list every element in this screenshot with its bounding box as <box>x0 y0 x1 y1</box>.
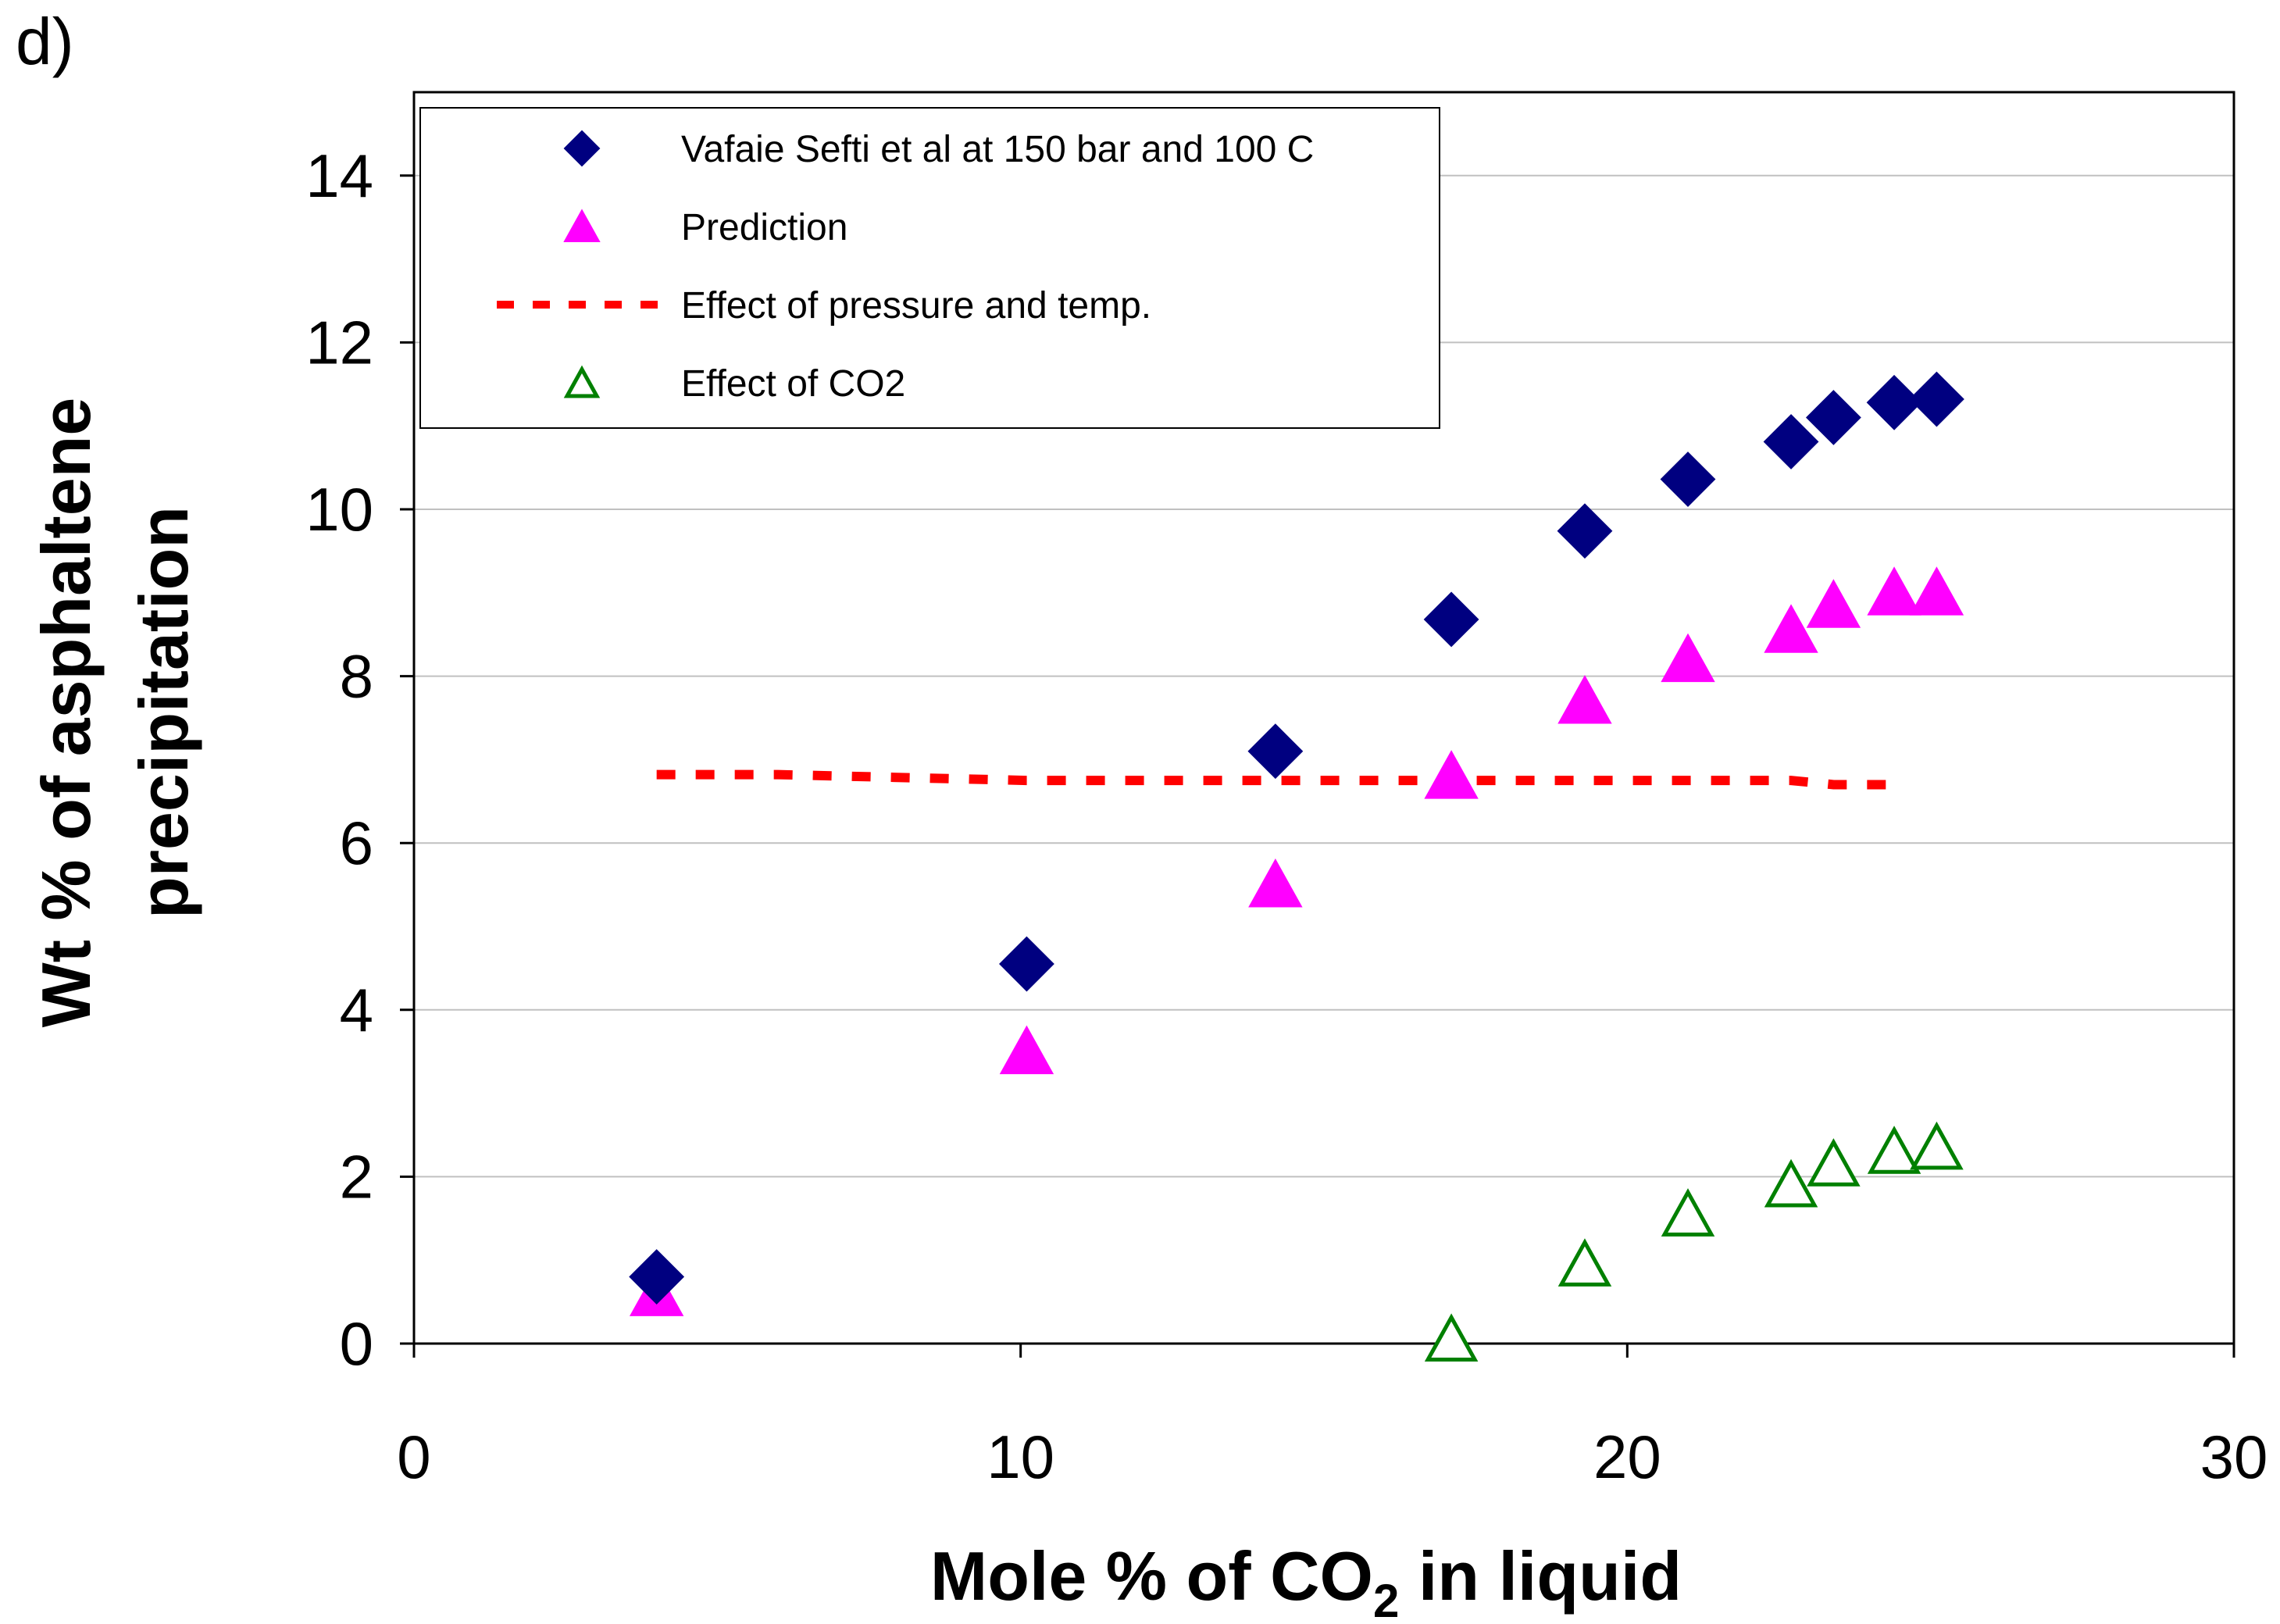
legend-triangle-open-icon <box>563 365 601 398</box>
data-point-effect-co2 <box>1764 1158 1818 1208</box>
data-point-prediction <box>1424 750 1479 799</box>
data-point-diamond <box>1423 591 1479 648</box>
data-marks <box>629 371 1964 1362</box>
data-point-diamond <box>999 936 1054 992</box>
data-point-effect-co2 <box>1557 1238 1612 1287</box>
y-tick-label: 4 <box>340 976 373 1044</box>
legend-label: Effect of pressure and temp. <box>681 285 1151 327</box>
data-point-diamond <box>1247 723 1304 780</box>
data-point-prediction <box>1661 633 1715 683</box>
data-point-prediction <box>1557 675 1612 724</box>
data-point-diamond <box>1557 503 1613 559</box>
legend-triangle-filled-icon <box>563 209 601 243</box>
legend-box <box>419 107 1440 429</box>
data-point-diamond <box>1763 414 1819 469</box>
legend-label: Effect of CO2 <box>681 363 905 405</box>
data-point-prediction <box>999 1025 1054 1075</box>
data-point-effect-co2 <box>1661 1188 1715 1237</box>
y-tick-label: 14 <box>305 141 373 210</box>
axes <box>400 174 2235 1358</box>
data-point-diamond <box>1866 374 1922 430</box>
data-point-diamond <box>629 1249 685 1305</box>
data-point-diamond <box>1909 371 1964 427</box>
y-tick-label: 0 <box>340 1309 373 1378</box>
x-tick-label: 30 <box>2200 1422 2268 1491</box>
y-tick-label: 12 <box>305 308 373 377</box>
x-tick-label: 0 <box>397 1422 430 1491</box>
y-axis-title-line2: precipitation <box>125 506 202 919</box>
data-point-effect-co2 <box>1807 1138 1861 1187</box>
data-point-effect-co2 <box>1424 1313 1479 1362</box>
y-axis-title-line1: Wt % of asphaltene <box>27 398 105 1028</box>
y-tick-label: 2 <box>340 1142 373 1211</box>
y-tick-label: 8 <box>340 642 373 711</box>
data-point-prediction <box>1764 604 1818 653</box>
legend-label: Vafaie Sefti et al at 150 bar and 100 C <box>681 129 1314 170</box>
data-point-prediction <box>1248 858 1303 908</box>
x-tick-label: 10 <box>987 1422 1054 1491</box>
legend-diamond-icon <box>563 130 601 167</box>
data-point-prediction <box>1867 566 1921 616</box>
legend: Vafaie Sefti et al at 150 bar and 100 C P… <box>419 107 1440 429</box>
y-tick-label: 6 <box>340 808 373 877</box>
data-point-effect-co2 <box>1910 1121 1964 1170</box>
x-axis-title: Mole % of CO2 in liquid <box>930 1537 1682 1624</box>
panel-label: d) <box>16 5 74 78</box>
data-point-diamond <box>1805 390 1861 445</box>
plot-area <box>412 91 2235 1345</box>
data-point-prediction <box>1806 579 1861 628</box>
legend-label: Prediction <box>681 207 847 248</box>
data-point-prediction <box>1909 566 1964 616</box>
x-tick-label: 20 <box>1593 1422 1661 1491</box>
y-tick-label: 10 <box>305 475 373 544</box>
data-point-effect-co2 <box>1867 1126 1921 1174</box>
data-point-diamond <box>1660 452 1716 507</box>
effect-pressure-temp-line <box>656 769 1895 790</box>
tick-labels: 0 2 4 6 8 10 12 14 0 10 20 30 <box>305 141 2268 1491</box>
